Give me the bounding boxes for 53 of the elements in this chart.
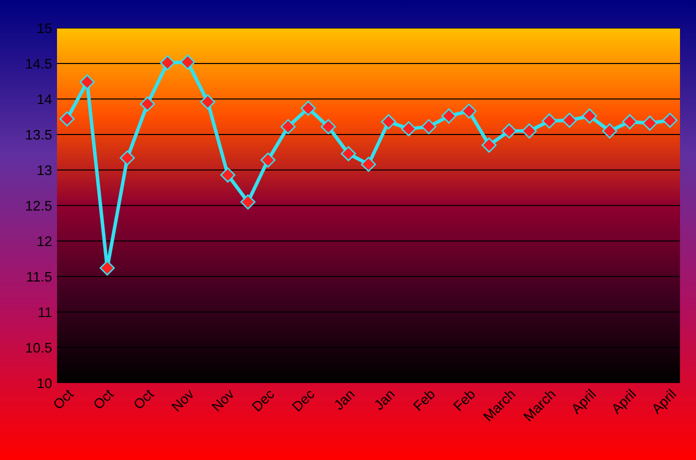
point [622,114,638,130]
point [160,55,176,70]
x-tick-label: Jan [333,388,355,411]
point [80,74,95,90]
x-tick-label: Nov [212,388,236,412]
y-tick-label: 15 [38,23,52,34]
y-tick-label: 11.5 [27,272,52,282]
y-tick-label: 13.5 [26,130,52,140]
point [441,108,456,124]
y-tick-label: 13 [38,165,52,176]
point [502,123,517,139]
point [482,138,497,153]
x-tick-label: Jan [373,388,396,411]
point [401,121,416,136]
point [280,119,296,134]
point [562,112,578,128]
x-tick-label: Oct [132,388,155,410]
point [240,194,256,210]
point [300,100,316,116]
point [582,108,598,124]
point [200,94,216,110]
point [642,116,658,131]
x-tick-label: Dec [252,388,275,412]
x-tick-label: Dec [292,388,316,412]
y-tick-label: 12.5 [26,200,52,211]
y-tick-label: 10.5 [26,342,52,353]
point [421,119,436,134]
point [59,111,75,126]
point [260,152,276,168]
point [360,156,376,172]
point [602,123,618,139]
point [522,123,537,139]
point [381,114,396,130]
x-tick-label: Feb [452,388,476,412]
y-tick-label: 14.5 [26,58,52,69]
point [461,104,477,119]
y-tick-label: 14 [38,94,52,104]
y-tick-label: 11 [38,307,52,318]
point [140,96,156,112]
y-tick-label: 12 [38,236,52,246]
point [320,119,336,134]
point [542,113,557,129]
point [340,146,356,162]
x-tick-label: Nov [171,388,195,412]
y-tick-label: 10 [38,378,52,388]
point [180,54,196,70]
point [220,167,236,183]
x-tick-label: Oct [92,388,114,410]
x-tick-label: Oct [52,388,74,410]
x-tick-label: Feb [412,388,436,412]
point [120,150,135,166]
point [662,112,678,128]
point [100,260,115,276]
